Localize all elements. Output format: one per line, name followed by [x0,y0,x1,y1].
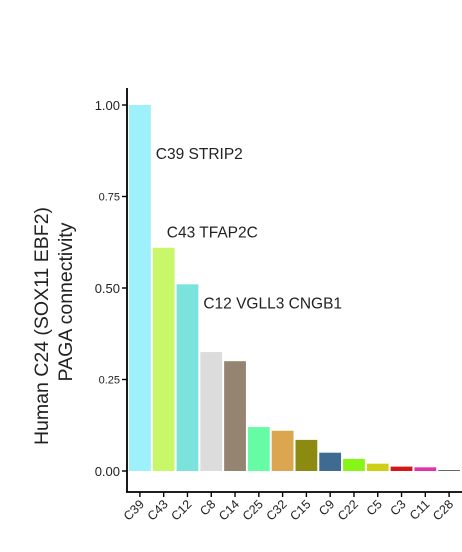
x-tick-label-c14: C14 [216,497,242,523]
y-axis-title-line-2: PAGA connectivity [55,222,77,381]
bar-c11 [414,467,437,471]
x-tick-label-c9: C9 [316,497,337,518]
annotation-c12: C12 VGLL3 CNGB1 [203,295,342,312]
x-tick-label-c22: C22 [335,497,361,523]
x-tick-label-c25: C25 [240,497,266,523]
bar-c15 [295,439,318,471]
bar-c8 [200,352,223,471]
bar-c5 [366,463,389,471]
bars [129,105,460,471]
x-tick-label-c28: C28 [430,497,456,523]
bar-c3 [390,466,413,471]
annotation-c39: C39 STRIP2 [156,146,243,163]
y-axis-title: Human C24 (SOX11 EBF2) PAGA connectivity [31,207,77,445]
y-tick-label: 0.25 [99,375,120,387]
bar-c32 [271,430,294,471]
y-tick-label: 0.00 [95,464,120,479]
bar-c43 [152,247,175,471]
bar-c12 [176,284,199,471]
bar-c14 [224,361,246,471]
y-tick-label: 1.00 [95,98,120,113]
bar-c22 [343,458,365,471]
x-tick-label-c8: C8 [197,497,218,518]
y-tick-label: 0.75 [99,192,120,204]
y-axis-ticks: 0.00 0.25 0.50 0.75 1.00 [95,98,127,479]
bar-c39 [129,105,151,471]
x-tick-label-c43: C43 [145,497,171,523]
y-axis-title-line-1: Human C24 (SOX11 EBF2) [31,207,53,445]
annotation-c43: C43 TFAP2C [167,225,258,242]
x-tick-label-c11: C11 [407,497,432,522]
bar-c25 [247,427,270,471]
x-tick-label-c3: C3 [387,497,408,518]
x-tick-label-c5: C5 [364,497,385,518]
x-tick-label-c15: C15 [287,497,313,523]
annotations: C39 STRIP2 C43 TFAP2C C12 VGLL3 CNGB1 [156,146,342,312]
bar-c9 [319,452,342,471]
x-tick-label-c39: C39 [121,497,147,523]
x-tick-label-c32: C32 [264,497,290,523]
bar-c28 [438,470,460,471]
x-tick-label-c12: C12 [168,497,194,523]
y-tick-label: 0.50 [95,281,120,296]
